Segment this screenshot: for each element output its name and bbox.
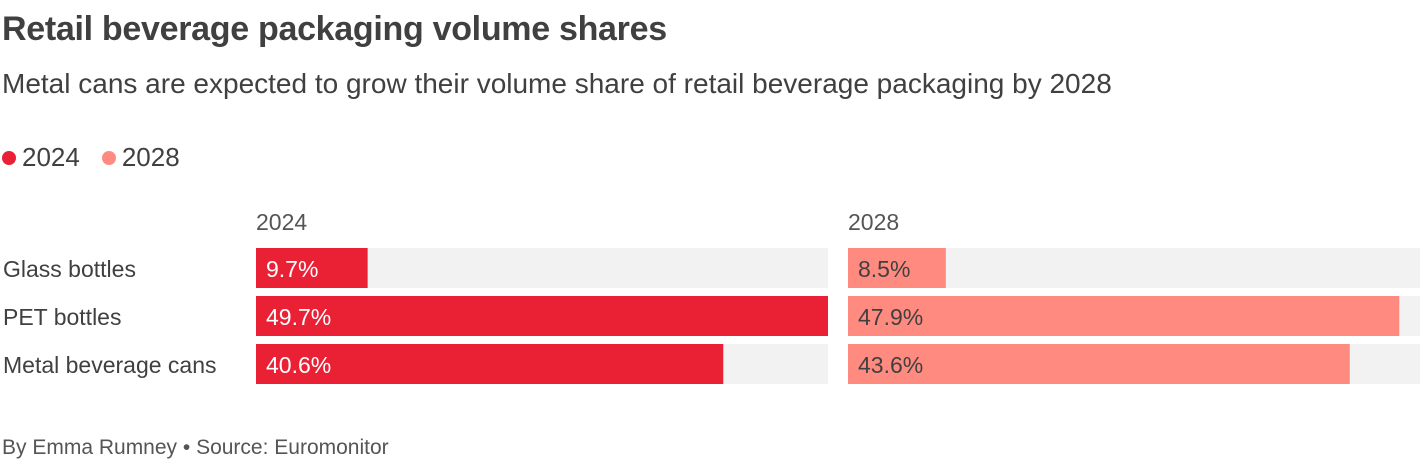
category-label: PET bottles: [3, 304, 121, 330]
legend-label-2028: 2028: [121, 142, 180, 172]
bar-2024-2: [256, 344, 724, 384]
bar-2028-0: [848, 248, 946, 288]
data-label: 43.6%: [858, 352, 923, 378]
bar-2028-2: [848, 344, 1350, 384]
bar-2024-0: [256, 248, 368, 288]
chart-title: Retail beverage packaging volume shares: [2, 10, 667, 48]
bar-2024-1: [256, 296, 828, 336]
panel-header-2024: 2024: [256, 209, 307, 235]
bar-chart: Glass bottles PET bottles Metal beverage c…: [3, 209, 1420, 384]
legend-item-2024: 2024: [2, 142, 80, 173]
legend: 2024 2028: [2, 142, 202, 173]
category-label: Metal beverage cans: [3, 352, 217, 378]
panel-header-2028: 2028: [848, 209, 899, 235]
legend-dot-2024-icon: [2, 150, 16, 165]
chart-subtitle: Metal cans are expected to grow their vo…: [2, 68, 1112, 99]
source-credit: By Emma Rumney • Source: Euromonitor: [2, 436, 389, 459]
legend-item-2028: 2028: [101, 142, 180, 173]
bar-2028-1: [848, 296, 1400, 336]
data-label: 8.5%: [858, 256, 910, 282]
legend-dot-2028-icon: [101, 150, 116, 165]
data-label: 49.7%: [266, 304, 331, 330]
legend-label-2024: 2024: [22, 142, 80, 172]
data-label: 9.7%: [266, 256, 318, 282]
data-label: 47.9%: [858, 304, 923, 330]
data-label: 40.6%: [266, 352, 331, 378]
category-label: Glass bottles: [3, 256, 136, 282]
